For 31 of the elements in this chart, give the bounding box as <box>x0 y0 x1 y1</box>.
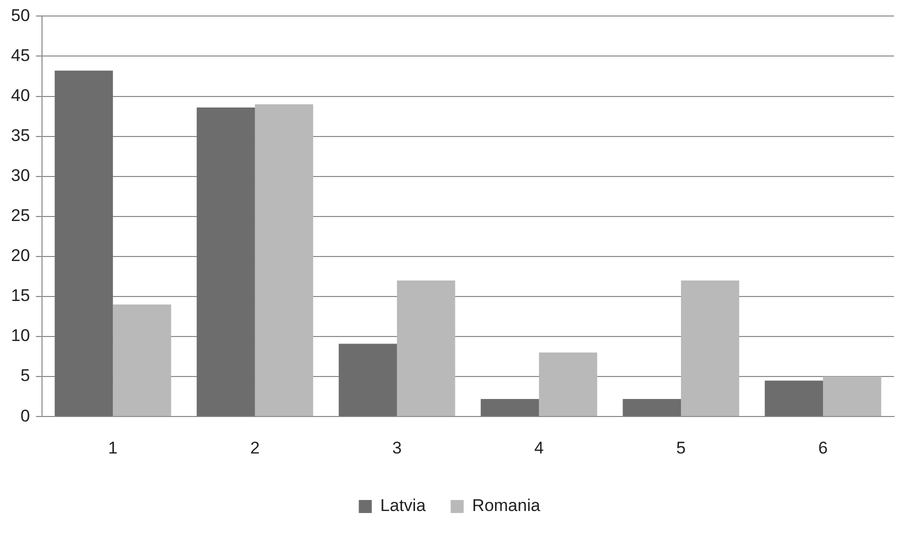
x-tick-label: 6 <box>818 438 828 458</box>
y-tick-label: 40 <box>10 86 30 105</box>
bar <box>112 304 172 416</box>
legend-label: Romania <box>472 496 541 516</box>
bar <box>680 280 740 416</box>
y-tick-label: 45 <box>10 46 30 65</box>
bar <box>764 380 823 416</box>
x-tick-label: 2 <box>250 438 260 458</box>
bar <box>480 398 539 416</box>
bar <box>396 280 456 416</box>
bar <box>538 352 598 416</box>
y-tick-label: 15 <box>10 286 30 306</box>
bar <box>196 107 255 416</box>
bar <box>54 70 113 416</box>
y-tick-label: 35 <box>10 126 30 146</box>
x-tick-label: 1 <box>108 438 118 458</box>
x-tick-label: 5 <box>676 438 686 458</box>
bar <box>254 104 314 416</box>
y-tick-label: 50 <box>10 6 30 25</box>
y-tick-label: 10 <box>10 326 30 346</box>
bar <box>822 376 882 416</box>
x-tick-label: 4 <box>534 438 544 458</box>
y-tick-label: 30 <box>10 166 30 186</box>
bar <box>338 344 397 416</box>
x-tick-label: 3 <box>392 438 402 458</box>
legend-label: Latvia <box>380 496 426 516</box>
y-tick-label: 0 <box>20 406 30 426</box>
y-tick-label: 5 <box>20 366 30 386</box>
bar <box>622 398 681 416</box>
y-tick-label: 25 <box>10 206 30 226</box>
y-tick-label: 20 <box>10 246 30 266</box>
